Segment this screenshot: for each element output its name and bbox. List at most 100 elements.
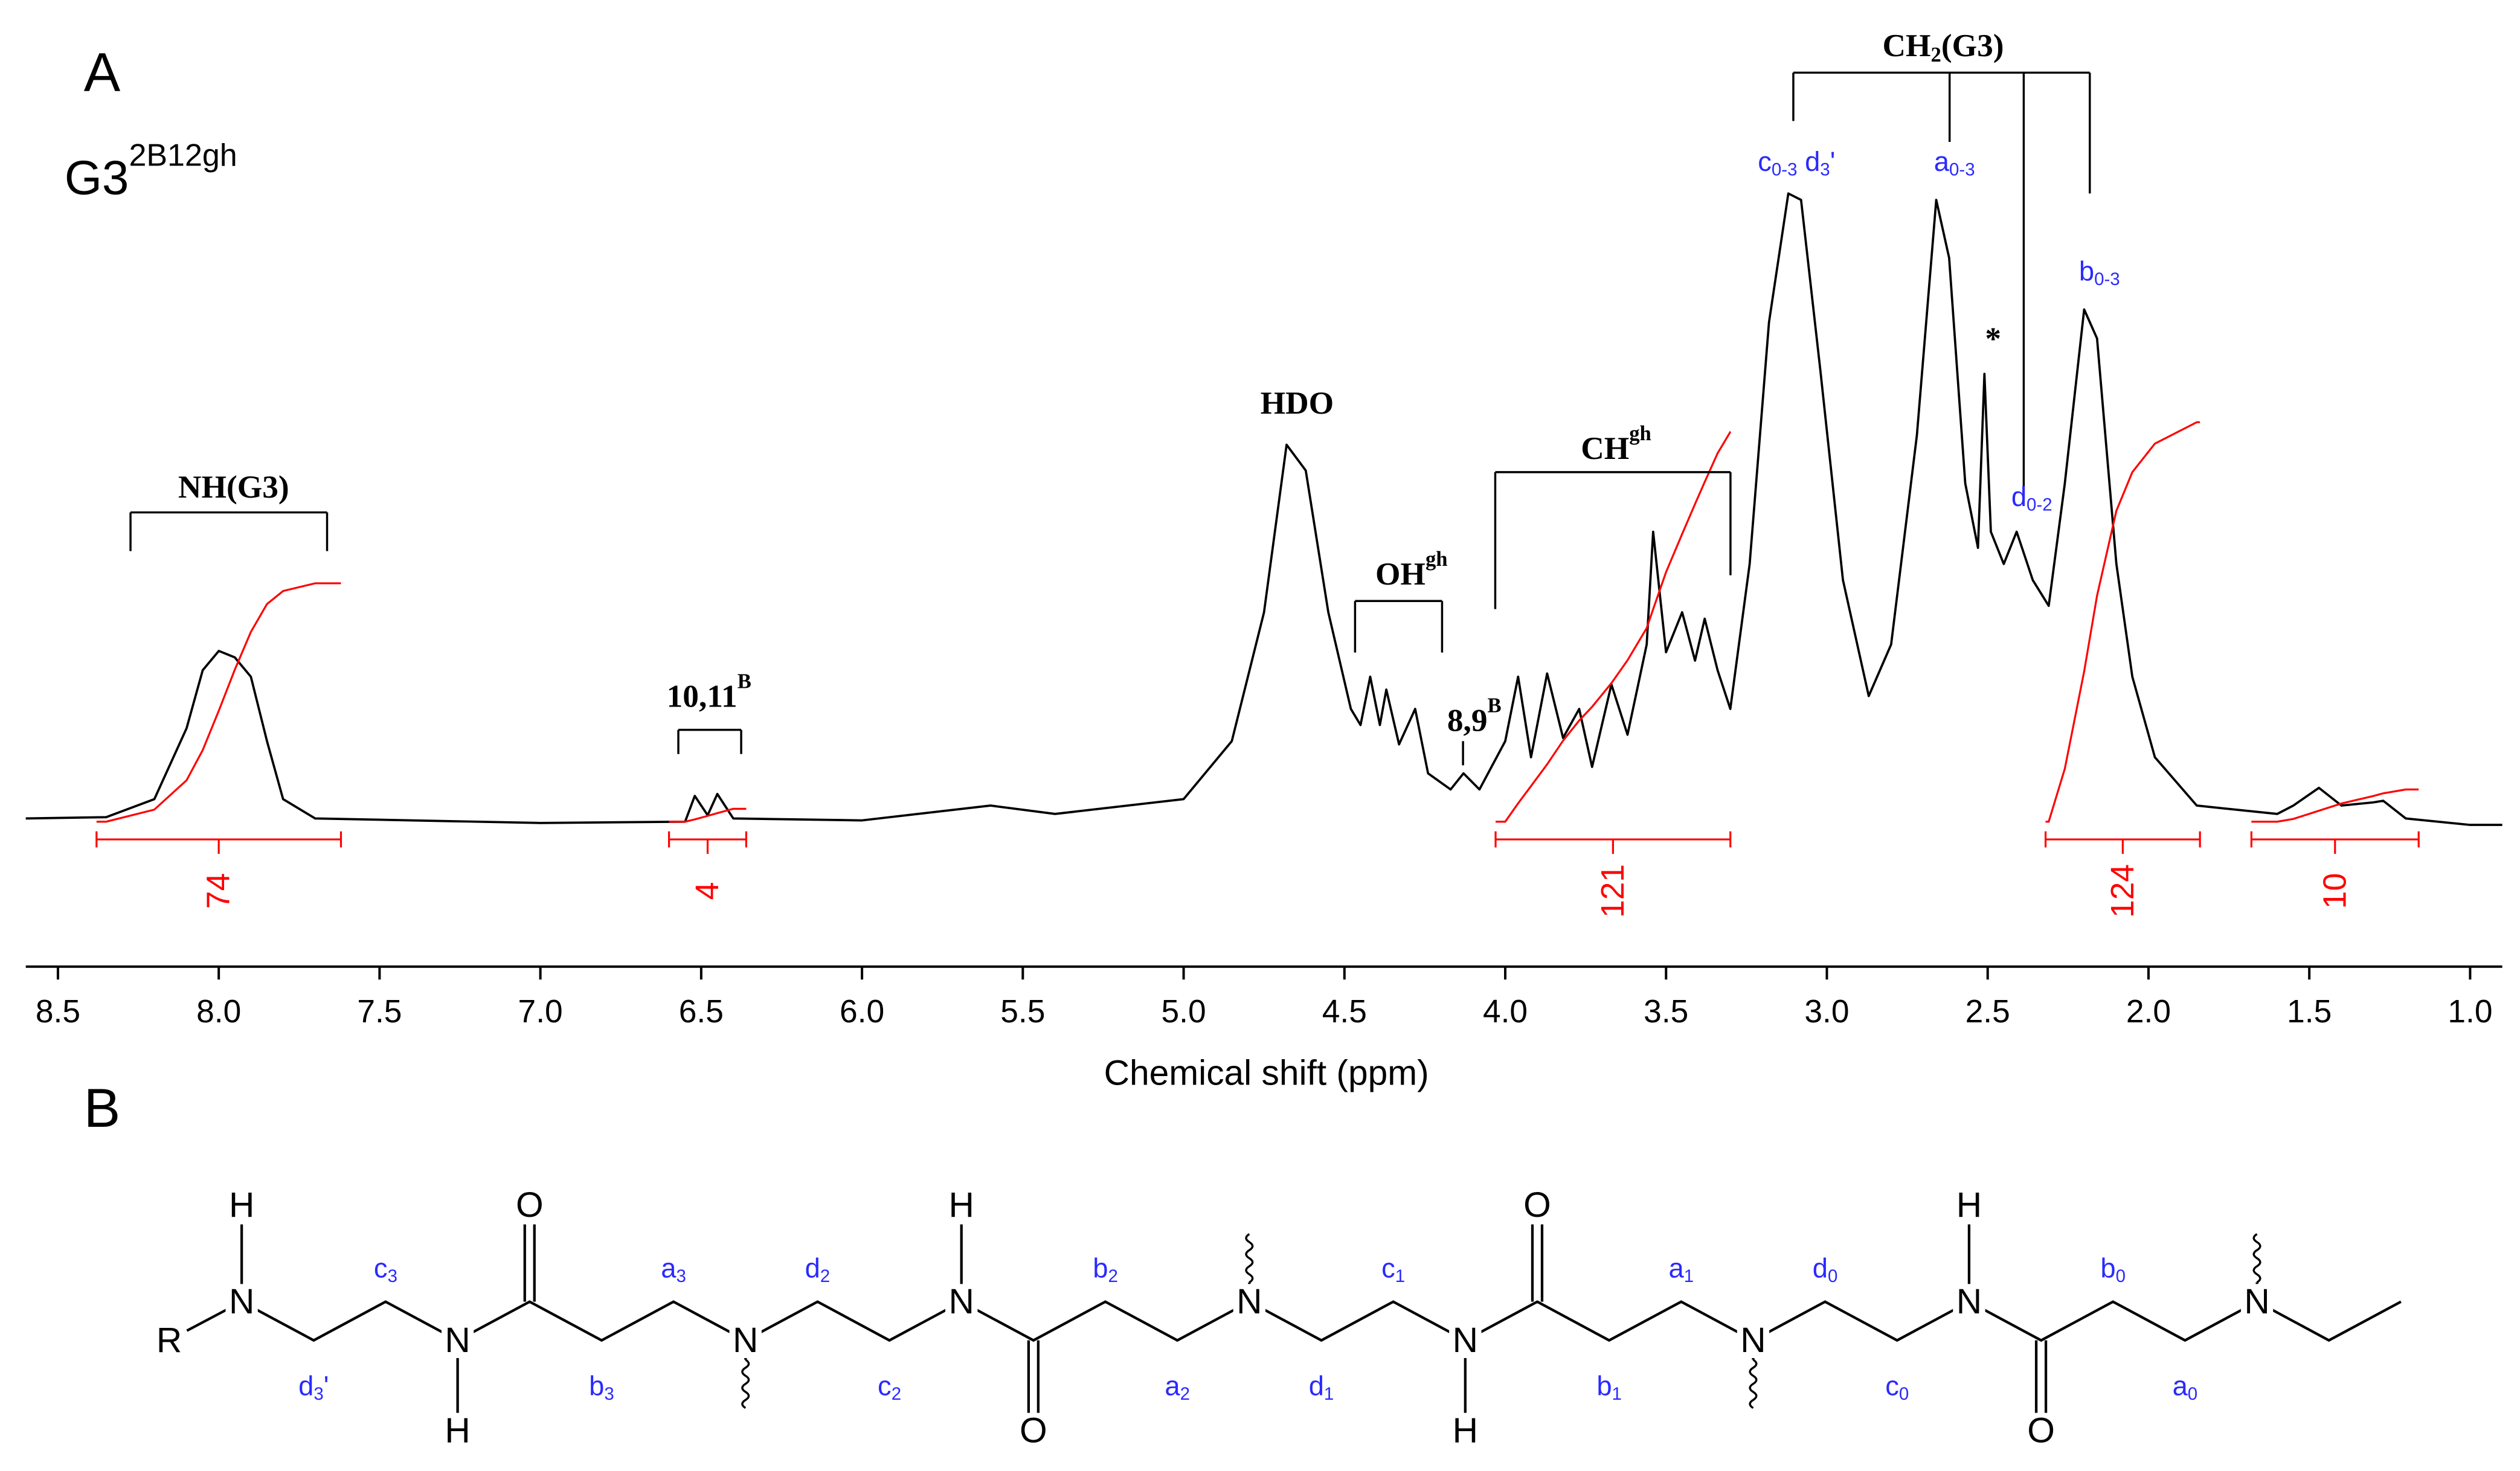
atom-background bbox=[441, 1412, 474, 1449]
peak-annotation-part: gh bbox=[1629, 422, 1651, 445]
wavy-bond bbox=[2252, 1233, 2261, 1284]
atom-label: R bbox=[156, 1321, 182, 1360]
position-label-part: d bbox=[1309, 1370, 1324, 1401]
atom-background bbox=[1521, 1187, 1554, 1223]
atom-label: N bbox=[949, 1282, 974, 1321]
position-label-part: a bbox=[1165, 1370, 1180, 1401]
position-label-part: 3 bbox=[676, 1266, 686, 1286]
position-label-part: a bbox=[661, 1252, 677, 1283]
panel-label: B bbox=[84, 1078, 120, 1139]
position-label-part: ' bbox=[324, 1370, 329, 1401]
position-label: d3' bbox=[298, 1370, 329, 1404]
position-label-part: d bbox=[1813, 1252, 1828, 1283]
atom-label: N bbox=[229, 1282, 254, 1321]
x-tick-label: 1.5 bbox=[2287, 994, 2332, 1030]
integral-label: 121 bbox=[1595, 864, 1631, 918]
position-label: b1 bbox=[1596, 1370, 1622, 1404]
peak-assignment-part: 0-3 bbox=[1772, 159, 1798, 179]
atom-background bbox=[225, 1187, 258, 1223]
position-label: d0 bbox=[1813, 1252, 1838, 1286]
position-label-part: d bbox=[298, 1370, 313, 1401]
wavy-bond bbox=[1749, 1359, 1758, 1409]
integral-curve bbox=[2045, 421, 2200, 823]
peak-assignment-part: d bbox=[1797, 146, 1820, 177]
peak-annotation: 10,11B bbox=[667, 670, 751, 714]
atom-label: N bbox=[1956, 1282, 1982, 1321]
atom-background bbox=[2025, 1412, 2057, 1449]
position-label: a3 bbox=[661, 1252, 686, 1286]
atom-background bbox=[1017, 1412, 1050, 1449]
integral-curve bbox=[1496, 431, 1732, 823]
x-tick-label: 6.5 bbox=[679, 994, 724, 1030]
atom-background bbox=[513, 1187, 546, 1223]
peak-assignment-part: 3 bbox=[1820, 159, 1830, 179]
position-label-part: 1 bbox=[1684, 1266, 1694, 1286]
atom-label: H bbox=[1453, 1411, 1478, 1450]
peak-assignment-part: 0-2 bbox=[2027, 495, 2052, 514]
peak-annotation-part: CH bbox=[1883, 27, 1931, 63]
atom-background bbox=[945, 1284, 978, 1319]
x-tick-label: 2.5 bbox=[1966, 994, 2010, 1030]
atom-background bbox=[945, 1187, 978, 1223]
peak-annotation-part: B bbox=[738, 670, 751, 693]
atom-background bbox=[2240, 1284, 2274, 1319]
atom-background bbox=[729, 1322, 762, 1358]
position-label-part: a bbox=[2173, 1370, 2188, 1401]
integral-label: 10 bbox=[2317, 873, 2353, 909]
peak-assignment: b0-3 bbox=[2079, 255, 2120, 289]
integral-curve bbox=[96, 582, 341, 823]
position-label-part: b bbox=[589, 1370, 604, 1401]
spectrum-line bbox=[25, 192, 2502, 826]
position-label-part: 1 bbox=[1324, 1383, 1334, 1403]
position-label-part: 0 bbox=[1899, 1383, 1909, 1403]
atom-background bbox=[1953, 1284, 1985, 1319]
peak-assignment: d0-2 bbox=[2011, 481, 2052, 514]
peak-annotation-part: B bbox=[1488, 694, 1502, 717]
position-label-part: 1 bbox=[1395, 1266, 1405, 1286]
position-label-part: 2 bbox=[1180, 1383, 1190, 1403]
position-label: c3 bbox=[374, 1252, 397, 1286]
position-label-part: d bbox=[805, 1252, 820, 1283]
peak-assignment-part: b bbox=[2079, 255, 2094, 286]
integral-label: 4 bbox=[690, 882, 725, 900]
position-label-part: 0 bbox=[2116, 1266, 2126, 1286]
peak-annotation: HDO bbox=[1261, 385, 1334, 421]
wavy-bond bbox=[741, 1359, 750, 1409]
position-label-part: b bbox=[2100, 1252, 2115, 1283]
x-tick-label: 7.0 bbox=[518, 994, 563, 1030]
position-label-part: c bbox=[374, 1252, 388, 1283]
atom-label: H bbox=[445, 1411, 470, 1450]
x-tick-label: 2.0 bbox=[2126, 994, 2171, 1030]
integral-curve bbox=[669, 807, 747, 823]
chart-title-part: 2B12gh bbox=[129, 138, 237, 173]
peak-assignment-part: c bbox=[1758, 146, 1772, 177]
position-label-part: 2 bbox=[892, 1383, 901, 1403]
peak-annotation: * bbox=[1985, 320, 2001, 356]
position-label-part: b bbox=[1596, 1370, 1612, 1401]
atom-label: N bbox=[2244, 1282, 2269, 1321]
atom-label: H bbox=[949, 1185, 974, 1225]
integral-curve bbox=[2251, 788, 2419, 823]
atom-label: N bbox=[1236, 1282, 1262, 1321]
integral-label: 74 bbox=[201, 873, 237, 909]
x-tick-label: 3.5 bbox=[1644, 994, 1688, 1030]
position-label-part: 1 bbox=[1612, 1383, 1622, 1403]
atom-label: N bbox=[733, 1321, 758, 1360]
position-label: a1 bbox=[1668, 1252, 1694, 1286]
peak-assignment: a0-3 bbox=[1934, 146, 1975, 180]
peak-assignment-part: 0-3 bbox=[2094, 269, 2120, 289]
chart-title: G32B12gh bbox=[65, 138, 237, 205]
position-label: d1 bbox=[1309, 1370, 1334, 1404]
peak-annotation-part: 2 bbox=[1931, 43, 1941, 66]
peak-annotation-part: 10,11 bbox=[667, 678, 738, 714]
x-tick-label: 8.0 bbox=[196, 994, 241, 1030]
wavy-bond bbox=[1245, 1233, 1254, 1284]
position-label-part: 0 bbox=[1828, 1266, 1837, 1286]
position-label-part: 2 bbox=[820, 1266, 830, 1286]
atom-label: N bbox=[1453, 1321, 1478, 1360]
peak-annotation: CH2(G3) bbox=[1883, 27, 2004, 66]
atom-label: O bbox=[1523, 1185, 1551, 1225]
atom-background bbox=[1737, 1322, 1770, 1358]
position-label-part: a bbox=[1668, 1252, 1684, 1283]
peak-annotation: NH(G3) bbox=[178, 469, 289, 505]
